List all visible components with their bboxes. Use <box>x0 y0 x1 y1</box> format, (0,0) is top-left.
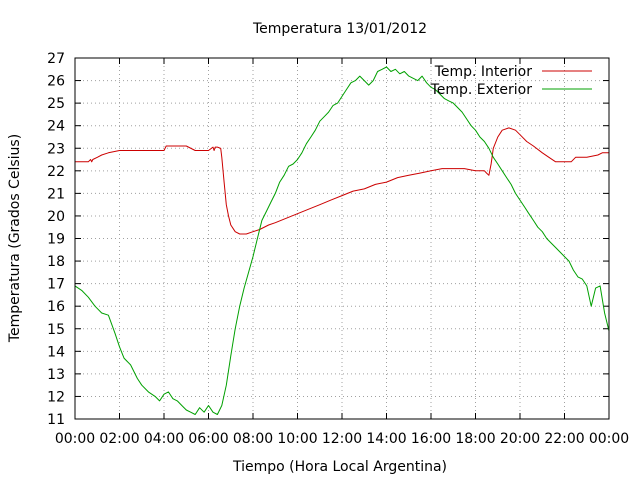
y-tick-label: 18 <box>47 254 65 270</box>
y-tick-label: 16 <box>47 299 65 315</box>
y-tick-label: 20 <box>47 209 65 225</box>
axis-ticks: 00:00 02:00 04:00 06:00 08:00 10:00 12:00 14:00… <box>47 51 629 447</box>
y-tick-label: 22 <box>47 164 65 180</box>
interior-series-line <box>75 127 609 235</box>
y-tick-label: 12 <box>47 389 65 405</box>
y-tick-label: 11 <box>47 412 65 428</box>
legend: Temp. Interior Temp. Exterior <box>430 64 592 98</box>
y-tick-label: 21 <box>47 186 65 202</box>
x-tick-label: 00:00 <box>55 431 95 447</box>
y-tick-label: 27 <box>47 51 65 67</box>
x-tick-label: 08:00 <box>233 431 273 447</box>
x-axis-label: Tiempo (Hora Local Argentina) <box>232 459 447 475</box>
x-tick-label: 22:00 <box>544 431 584 447</box>
y-tick-label: 13 <box>47 367 65 383</box>
plot-frame <box>74 57 610 420</box>
y-tick-label: 25 <box>47 96 65 112</box>
y-tick-label: 23 <box>47 141 65 157</box>
y-axis-label: Temperatura (Grados Celsius) <box>7 134 23 343</box>
x-tick-label: 14:00 <box>366 431 406 447</box>
y-tick-label: 14 <box>47 344 65 360</box>
legend-label-interior: Temp. Interior <box>434 64 533 80</box>
y-tick-label: 17 <box>47 277 65 293</box>
y-tick-label: 19 <box>47 232 65 248</box>
chart-title: Temperatura 13/01/2012 <box>252 21 427 37</box>
legend-label-exterior: Temp. Exterior <box>430 82 533 98</box>
x-tick-label: 20:00 <box>500 431 540 447</box>
x-tick-label: 02:00 <box>99 431 139 447</box>
y-tick-label: 24 <box>47 119 65 135</box>
x-tick-label: 12:00 <box>322 431 362 447</box>
exterior-series-line <box>74 66 610 415</box>
series-layer <box>74 66 610 415</box>
x-tick-label: 04:00 <box>144 431 184 447</box>
x-tick-label: 18:00 <box>455 431 495 447</box>
y-tick-label: 15 <box>47 322 65 338</box>
x-tick-label: 00:00 <box>589 431 629 447</box>
x-tick-label: 16:00 <box>411 431 451 447</box>
x-tick-label: 06:00 <box>188 431 228 447</box>
y-tick-label: 26 <box>47 74 65 90</box>
x-tick-label: 10:00 <box>277 431 317 447</box>
grid-lines <box>75 58 609 419</box>
